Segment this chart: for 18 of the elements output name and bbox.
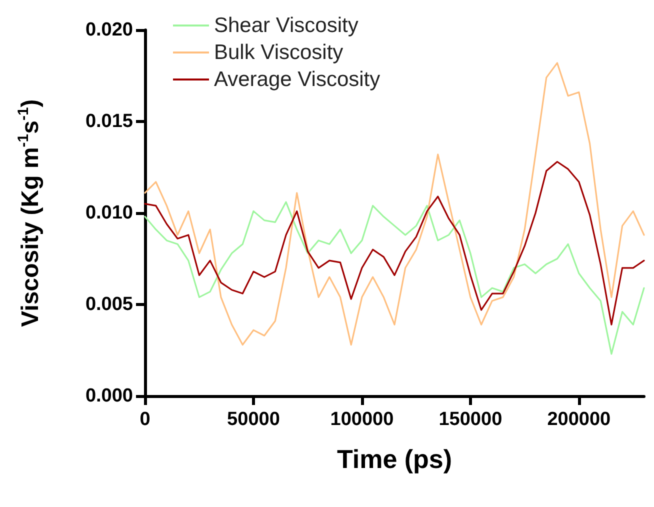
line-series: [144, 201, 645, 355]
legend-label: Average Viscosity: [214, 68, 381, 91]
x-tick-label: 50000: [227, 409, 280, 430]
y-axis-title: Viscosity (Kg m-1s-1): [15, 99, 44, 327]
x-tick-label: 200000: [547, 409, 611, 430]
y-tick-label: 0.005: [85, 294, 134, 315]
line-series: [144, 160, 645, 326]
legend-label: Bulk Viscosity: [214, 41, 344, 64]
x-tick-label: 0: [140, 409, 150, 430]
line-series: [144, 62, 645, 346]
y-tick-label: 0.010: [85, 202, 133, 224]
x-axis-title: Time (ps): [336, 444, 452, 474]
legend-label: Shear Viscosity: [214, 14, 359, 37]
y-tick-label: 0.020: [85, 20, 133, 40]
x-tick-label: 100000: [330, 409, 394, 430]
y-tick-label: 0.000: [85, 386, 133, 406]
y-tick-label: 0.015: [85, 111, 134, 132]
x-tick-label: 150000: [438, 409, 502, 430]
